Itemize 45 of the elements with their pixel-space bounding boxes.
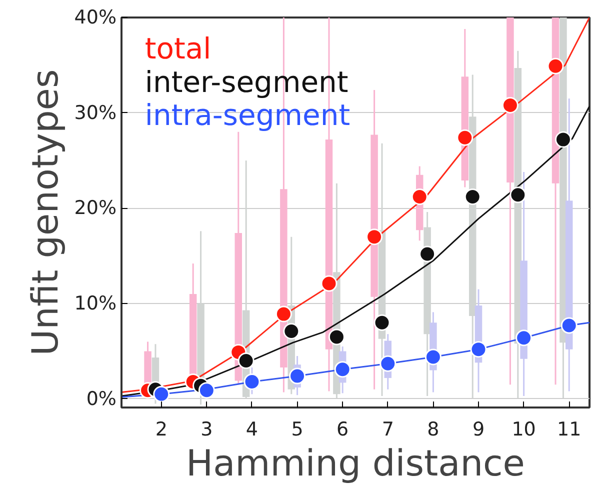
point	[198, 382, 215, 399]
point	[560, 317, 578, 334]
point	[411, 188, 428, 205]
x-tick-label: 8	[427, 418, 440, 440]
point	[244, 374, 260, 390]
point	[374, 314, 390, 331]
point	[289, 368, 306, 384]
point	[470, 341, 487, 358]
y-tick-label: 30%	[74, 102, 117, 124]
point	[366, 228, 383, 246]
point	[238, 352, 254, 370]
y-axis-title: Unfit genotypes	[25, 69, 66, 356]
x-tick-label: 7	[382, 418, 394, 440]
x-tick-label: 11	[557, 418, 582, 440]
point	[547, 58, 564, 74]
y-tick-label: 20%	[74, 197, 117, 220]
x-tick-label: 6	[336, 418, 349, 440]
point	[464, 188, 481, 205]
point	[554, 131, 572, 148]
y-tick-label: 10%	[74, 292, 117, 315]
x-tick-label: 4	[246, 418, 258, 440]
point	[502, 96, 518, 114]
point	[424, 348, 442, 366]
point	[516, 330, 532, 346]
point	[334, 361, 351, 378]
x-axis-title: Hamming distance	[186, 444, 525, 484]
x-tick-label: 9	[472, 418, 485, 440]
point	[328, 328, 345, 346]
x-tick-label: 3	[200, 418, 213, 440]
point	[380, 355, 396, 372]
x-tick-label: 2	[155, 418, 168, 440]
point	[510, 186, 526, 204]
text: inter-segment	[144, 64, 348, 99]
x-tick-label: 10	[512, 418, 536, 440]
text: total	[144, 32, 212, 66]
y-tick-label: 40%	[74, 6, 117, 28]
point	[275, 306, 292, 322]
point	[283, 322, 300, 340]
point	[419, 246, 436, 262]
text: intra-segment	[144, 98, 350, 132]
point	[153, 386, 170, 402]
y-tick-label: 0%	[86, 388, 117, 410]
x-tick-label: 5	[291, 418, 304, 440]
point	[320, 275, 338, 292]
point	[456, 129, 474, 146]
